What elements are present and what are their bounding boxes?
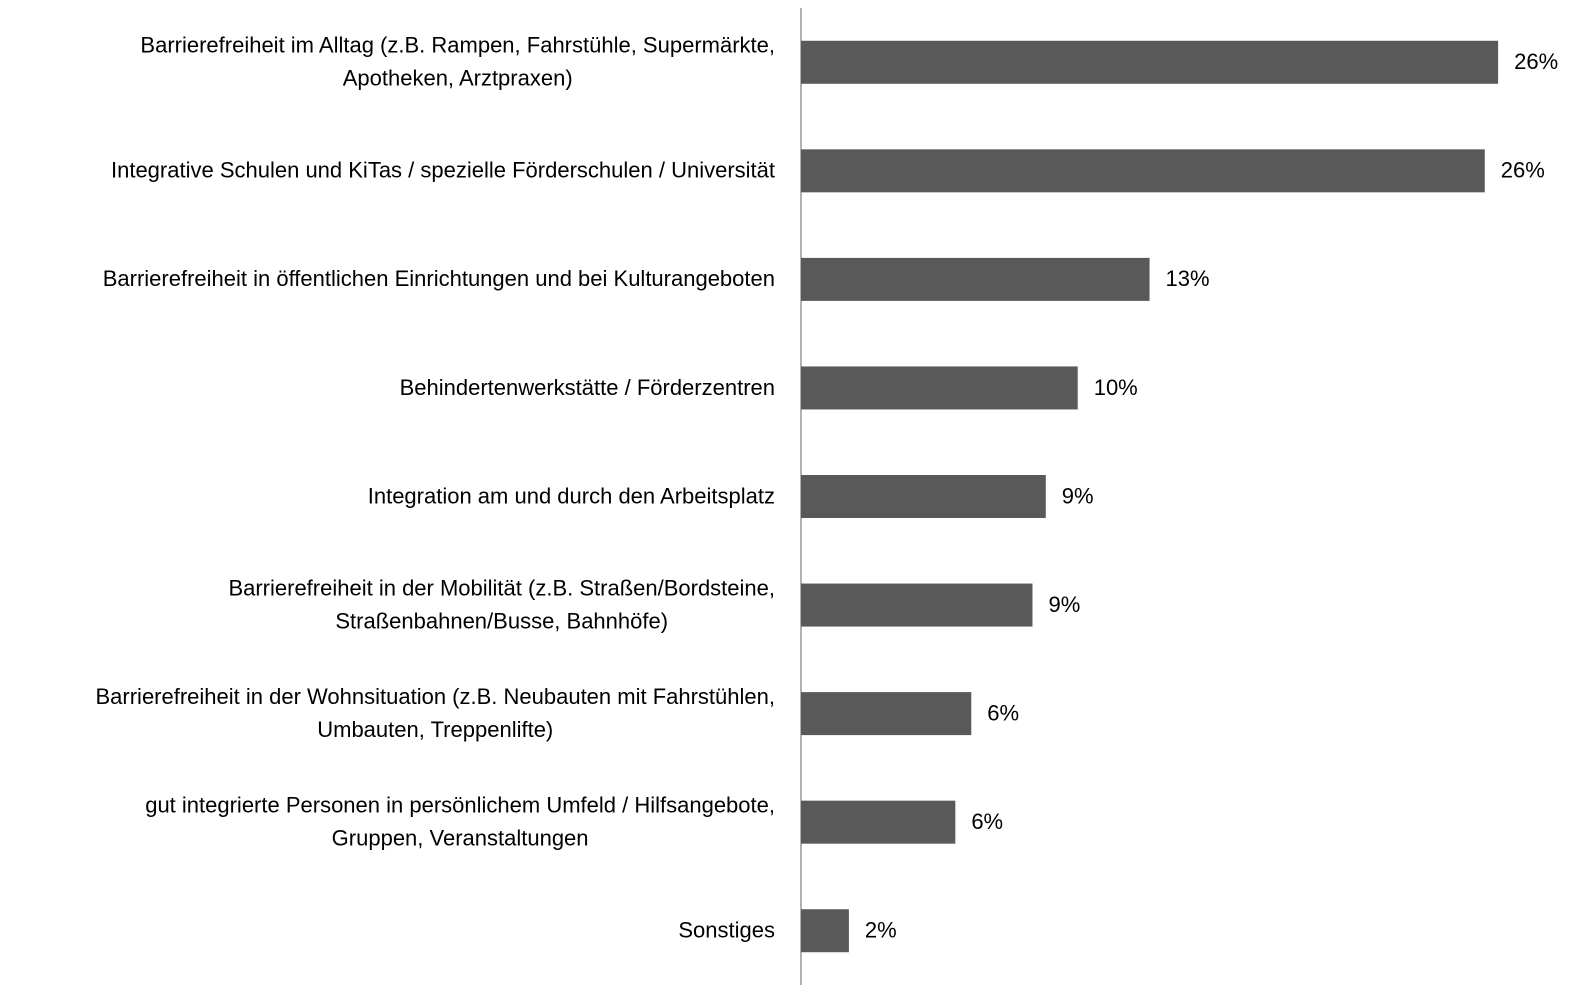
category-label: Straßenbahnen/Busse, Bahnhöfe) — [335, 608, 668, 633]
data-label: 6% — [987, 700, 1019, 725]
bar — [801, 583, 1033, 627]
category-label: Umbauten, Treppenlifte) — [317, 717, 553, 742]
data-label: 10% — [1094, 375, 1138, 400]
bar — [801, 40, 1499, 84]
bar — [801, 692, 972, 736]
data-label: 26% — [1501, 158, 1545, 183]
bar — [801, 475, 1046, 518]
bar — [801, 257, 1150, 301]
category-label: Sonstiges — [678, 918, 775, 943]
data-label: 26% — [1514, 49, 1558, 74]
category-label: Barrierefreiheit in der Wohnsituation (z… — [96, 684, 776, 709]
category-label: Behindertenwerkstätte / Förderzentren — [400, 375, 775, 400]
bar — [801, 149, 1485, 193]
data-label: 9% — [1062, 483, 1094, 508]
category-label: Barrierefreiheit im Alltag (z.B. Rampen,… — [140, 33, 775, 58]
category-label: Integrative Schulen und KiTas / speziell… — [111, 158, 775, 183]
data-label: 2% — [865, 918, 897, 943]
bar — [801, 800, 956, 844]
category-label: Barrierefreiheit in der Mobilität (z.B. … — [228, 575, 775, 600]
category-label: Gruppen, Veranstaltungen — [332, 825, 589, 850]
data-label: 6% — [971, 809, 1003, 834]
data-label: 13% — [1166, 266, 1210, 291]
category-label: Apotheken, Arztpraxen) — [343, 66, 573, 91]
data-label: 9% — [1048, 592, 1080, 617]
category-label: Barrierefreiheit in öffentlichen Einrich… — [103, 266, 775, 291]
category-label: gut integrierte Personen in persönlichem… — [145, 792, 775, 817]
category-label: Integration am und durch den Arbeitsplat… — [368, 483, 775, 508]
bar — [801, 909, 849, 953]
bar — [801, 366, 1078, 410]
